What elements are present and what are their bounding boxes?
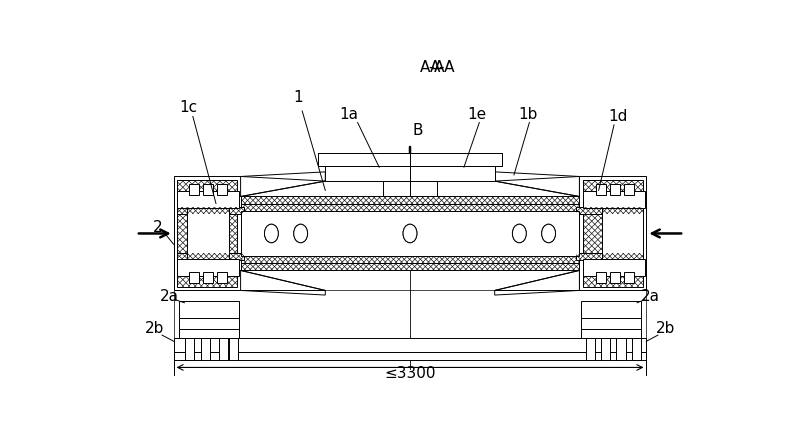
Ellipse shape	[294, 224, 307, 243]
Bar	[174, 176, 241, 290]
Ellipse shape	[513, 224, 526, 243]
Bar	[178, 180, 237, 286]
Bar	[217, 272, 226, 283]
Bar	[581, 301, 641, 318]
Polygon shape	[241, 270, 326, 295]
Text: B: B	[413, 123, 423, 138]
Bar	[241, 256, 579, 263]
Bar	[229, 338, 238, 360]
Bar	[583, 191, 645, 208]
Text: 1b: 1b	[518, 107, 538, 123]
Bar	[575, 207, 642, 214]
Bar	[581, 329, 641, 338]
Text: 2a: 2a	[160, 289, 179, 304]
Bar	[581, 318, 641, 329]
Bar	[241, 263, 579, 270]
Bar	[219, 338, 228, 360]
Ellipse shape	[403, 224, 417, 243]
Text: 1: 1	[294, 91, 303, 105]
Bar	[185, 338, 194, 360]
Text: 2b: 2b	[656, 321, 675, 337]
Bar	[326, 166, 494, 181]
Bar	[610, 272, 620, 283]
Text: ≤3300: ≤3300	[384, 366, 436, 381]
Bar	[178, 207, 245, 214]
Bar	[241, 211, 579, 256]
Bar	[586, 338, 594, 360]
Bar	[241, 211, 579, 256]
Bar	[602, 198, 643, 269]
Text: 2: 2	[153, 220, 162, 235]
Bar	[601, 338, 610, 360]
Bar	[624, 272, 634, 283]
Bar	[189, 272, 199, 283]
Bar	[575, 253, 642, 260]
Text: 2a: 2a	[641, 289, 660, 304]
Bar	[241, 204, 579, 211]
Bar	[596, 272, 606, 283]
Text: 1c: 1c	[179, 100, 198, 115]
Bar	[203, 272, 213, 283]
Bar	[583, 259, 645, 276]
Bar	[187, 198, 229, 269]
Bar	[179, 329, 239, 338]
Polygon shape	[494, 172, 579, 197]
Bar	[610, 184, 620, 195]
Bar	[178, 191, 239, 208]
Bar	[179, 301, 239, 318]
Text: 2b: 2b	[145, 321, 164, 337]
Bar	[583, 180, 642, 286]
Text: 1d: 1d	[608, 109, 627, 124]
Bar	[241, 197, 579, 204]
Bar	[326, 166, 494, 181]
Bar	[383, 153, 437, 201]
Bar	[318, 153, 502, 166]
Polygon shape	[494, 270, 579, 295]
Bar	[174, 290, 646, 338]
Bar	[326, 166, 494, 181]
Ellipse shape	[265, 224, 278, 243]
Bar	[179, 318, 239, 329]
Bar	[203, 184, 213, 195]
Text: 1e: 1e	[467, 107, 486, 123]
Bar	[318, 153, 502, 166]
Bar	[596, 184, 606, 195]
Bar	[178, 253, 245, 260]
Ellipse shape	[265, 224, 278, 243]
Bar	[318, 153, 502, 166]
Bar	[189, 184, 199, 195]
Bar	[579, 176, 646, 290]
Bar	[178, 259, 239, 276]
Ellipse shape	[542, 224, 555, 243]
Bar	[624, 184, 634, 195]
Ellipse shape	[403, 224, 417, 243]
Bar	[174, 352, 646, 360]
Bar	[201, 338, 210, 360]
Ellipse shape	[294, 224, 307, 243]
Ellipse shape	[513, 224, 526, 243]
Text: 1a: 1a	[339, 107, 358, 123]
Text: A-A: A-A	[430, 59, 455, 75]
Bar	[616, 338, 626, 360]
Text: A-A: A-A	[420, 59, 446, 75]
Ellipse shape	[542, 224, 555, 243]
Bar	[174, 338, 646, 352]
Bar	[217, 184, 226, 195]
Polygon shape	[241, 172, 326, 197]
Bar	[632, 338, 641, 360]
